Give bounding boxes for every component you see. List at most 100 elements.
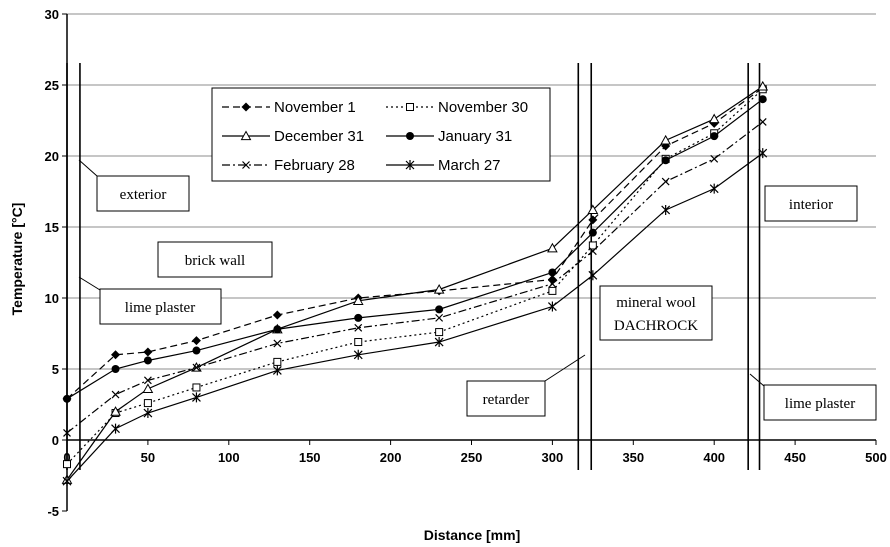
- data-point: [710, 154, 719, 163]
- data-point: [406, 103, 414, 111]
- y-tick-label: 25: [45, 78, 59, 93]
- legend-label: November 1: [274, 99, 356, 116]
- legend-label: March 27: [438, 157, 501, 174]
- data-point: [548, 268, 557, 277]
- series-lines: [61, 80, 769, 487]
- data-point: [191, 336, 201, 346]
- x-tick-label: 200: [380, 450, 402, 465]
- data-point: [111, 390, 120, 399]
- data-point: [435, 313, 444, 322]
- y-tick-label: 0: [52, 433, 59, 448]
- mineral-wool-label: mineral wool: [616, 295, 696, 311]
- data-point: [758, 95, 767, 104]
- data-point: [272, 310, 282, 320]
- data-point: [143, 347, 153, 357]
- data-point: [143, 376, 152, 385]
- legend-label: December 31: [274, 128, 364, 145]
- data-point: [708, 113, 720, 124]
- legend-item: March 27: [386, 157, 501, 174]
- exterior-leader: [78, 159, 98, 177]
- exterior-label: exterior: [120, 187, 167, 203]
- data-point: [547, 242, 558, 253]
- exterior-box: [96, 175, 190, 212]
- data-point: [353, 349, 363, 360]
- y-tick-label: 5: [52, 362, 59, 377]
- data-point: [352, 295, 364, 305]
- y-tick-label: -5: [47, 504, 59, 519]
- data-point: [272, 365, 282, 376]
- data-point: [547, 301, 557, 312]
- series-line: [66, 152, 764, 482]
- data-point: [757, 80, 769, 91]
- data-point: [588, 215, 598, 225]
- x-axis-title: Distance [mm]: [424, 527, 520, 543]
- series-march-27: [62, 148, 768, 487]
- data-point: [588, 270, 598, 281]
- brick-wall-box: [157, 241, 273, 278]
- data-point: [405, 160, 415, 170]
- data-point: [192, 363, 201, 372]
- data-point: [710, 132, 719, 141]
- grid: [67, 13, 876, 441]
- data-point: [435, 305, 444, 314]
- data-point: [192, 392, 201, 403]
- data-point: [434, 337, 444, 348]
- data-point: [63, 428, 71, 437]
- legend-label: November 30: [438, 99, 528, 116]
- data-point: [354, 323, 363, 332]
- data-point: [63, 460, 71, 469]
- data-point: [142, 383, 154, 393]
- legend-item: December 31: [222, 128, 364, 145]
- data-point: [143, 399, 152, 408]
- series-january-31: [63, 95, 767, 403]
- x-tick-label: 50: [141, 450, 155, 465]
- data-point: [660, 134, 672, 145]
- data-point: [240, 130, 252, 141]
- data-point: [111, 423, 120, 434]
- data-point: [661, 204, 671, 215]
- data-point: [588, 228, 597, 237]
- y-tick-label: 10: [45, 291, 59, 306]
- series-line: [66, 85, 764, 481]
- data-point: [143, 356, 152, 365]
- data-point: [661, 177, 670, 186]
- legend-item: January 31: [386, 128, 512, 145]
- legend-label: January 31: [438, 128, 512, 145]
- y-tick-label: 15: [45, 220, 59, 235]
- data-point: [354, 313, 363, 322]
- data-point: [192, 383, 201, 392]
- series-december-31: [61, 80, 769, 484]
- data-point: [588, 241, 597, 250]
- data-point: [435, 328, 444, 337]
- data-point: [110, 406, 121, 416]
- x-tick-label: 250: [461, 450, 483, 465]
- dachrock-label: DACHROCK: [614, 318, 698, 334]
- retarder-label: retarder: [483, 392, 530, 408]
- data-point: [192, 346, 201, 355]
- x-tick-label: 500: [865, 450, 887, 465]
- series-february-28: [63, 117, 767, 437]
- data-point: [111, 350, 121, 360]
- data-point: [548, 279, 557, 288]
- layer-boundaries: [66, 63, 761, 470]
- x-tick-label: 300: [542, 450, 564, 465]
- interior-box: [764, 185, 858, 222]
- y-tick-label: 30: [45, 7, 59, 22]
- data-point: [242, 161, 250, 169]
- x-tick-label: 350: [622, 450, 644, 465]
- legend-box: [211, 87, 551, 182]
- lime-plaster-left-leader: [78, 276, 101, 291]
- legend: November 1 November 30 December 31 January …: [211, 87, 551, 182]
- mineral-wool-box: [599, 285, 713, 341]
- data-point: [273, 357, 282, 366]
- retarder-leader: [544, 354, 586, 382]
- brick-wall-label: brick wall: [185, 253, 245, 269]
- data-point: [758, 148, 768, 159]
- x-tick-label: 400: [703, 450, 725, 465]
- lime-plaster-left-label: lime plaster: [125, 300, 195, 316]
- legend-item: February 28: [222, 157, 355, 174]
- x-tick-label: 450: [784, 450, 806, 465]
- lime-plaster-left-box: [99, 288, 222, 325]
- data-point: [433, 283, 445, 294]
